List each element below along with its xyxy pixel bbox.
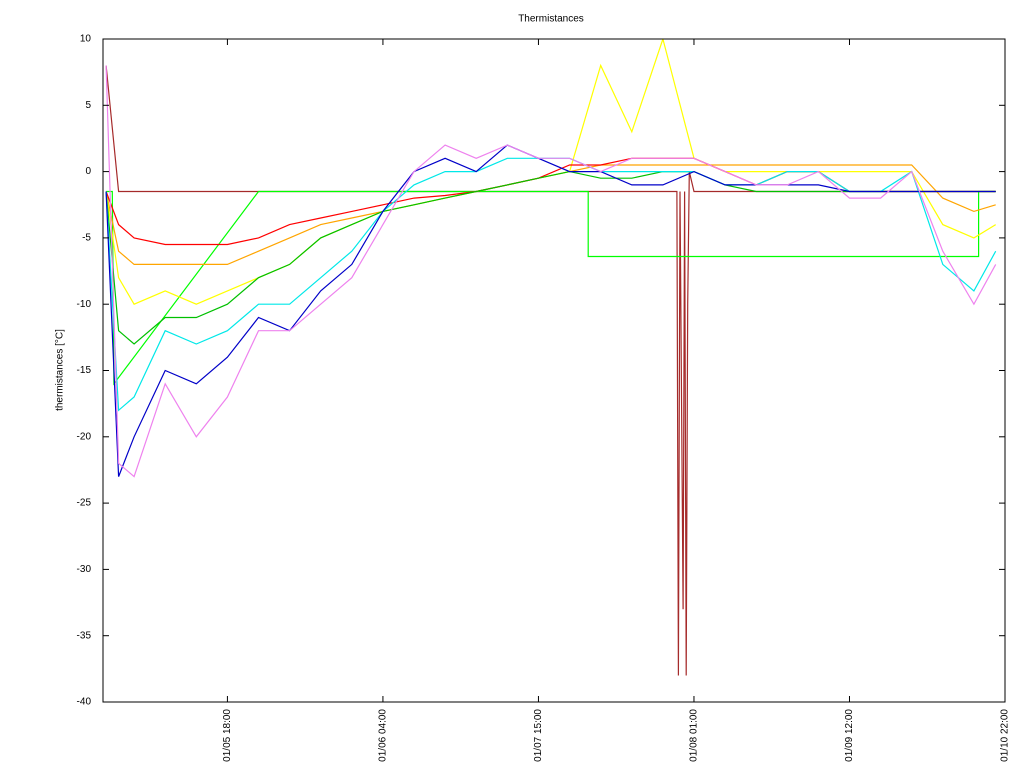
data-line [105, 144, 996, 477]
y-tick-label: -15 [77, 365, 92, 376]
y-tick-label: 10 [80, 34, 92, 45]
data-line [105, 39, 997, 305]
x-tick-label: 01/05 18:00 [222, 709, 233, 762]
x-tick-label: 01/07 15:00 [533, 709, 544, 762]
chart-title: Thermistances [518, 14, 584, 25]
y-tick-label: -40 [77, 697, 92, 708]
x-tick-label: 01/06 04:00 [378, 709, 389, 762]
y-tick-label: 5 [85, 100, 91, 111]
y-tick-label: -35 [77, 630, 92, 641]
y-tick-label: -30 [77, 564, 92, 575]
data-line [106, 190, 996, 386]
plot-frame [102, 38, 1006, 703]
y-tick-label: 0 [85, 166, 91, 177]
x-tick-label: 01/09 12:00 [844, 709, 855, 762]
y-tick-label: -5 [82, 233, 91, 244]
data-line [105, 65, 997, 478]
y-tick-label: -20 [77, 431, 92, 442]
y-tick-label: -10 [77, 299, 92, 310]
y-axis-label: thermistances [°C] [55, 329, 66, 411]
plot-area [105, 39, 997, 676]
data-line [105, 164, 996, 265]
x-tick-label: 01/08 01:00 [689, 709, 700, 762]
x-tick-label: 01/10 22:00 [1000, 709, 1011, 762]
data-line [105, 170, 996, 345]
y-tick-label: -25 [77, 498, 92, 509]
